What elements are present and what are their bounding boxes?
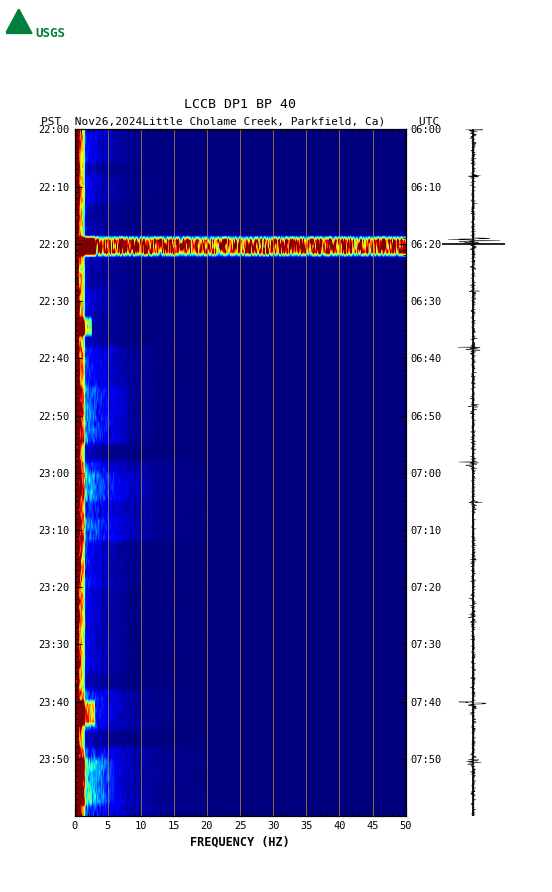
Text: PST  Nov26,2024Little Cholame Creek, Parkfield, Ca)     UTC: PST Nov26,2024Little Cholame Creek, Park…: [41, 117, 439, 127]
X-axis label: FREQUENCY (HZ): FREQUENCY (HZ): [190, 835, 290, 848]
Text: USGS: USGS: [35, 27, 65, 40]
Polygon shape: [6, 9, 32, 33]
Text: LCCB DP1 BP 40: LCCB DP1 BP 40: [184, 98, 296, 112]
